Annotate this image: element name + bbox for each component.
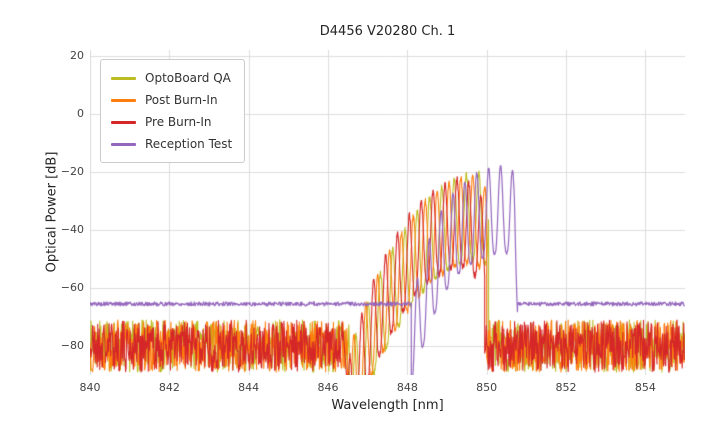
legend-label: Pre Burn-In (145, 115, 212, 129)
y-tick-label: 20 (70, 48, 84, 62)
y-tick-label: −40 (60, 222, 84, 236)
y-tick-label: −80 (60, 338, 84, 352)
x-tick-label: 842 (158, 381, 180, 394)
y-tick-label: −60 (60, 280, 84, 294)
legend-item: OptoBoard QA (111, 67, 232, 89)
legend-line-swatch (111, 120, 136, 124)
legend-label: OptoBoard QA (145, 71, 231, 85)
x-tick-label: 854 (634, 381, 656, 394)
legend-item: Pre Burn-In (111, 111, 232, 133)
x-axis-label: Wavelength [nm] (331, 398, 444, 413)
y-tick-label: −20 (60, 164, 84, 178)
x-tick-label: 846 (317, 381, 339, 394)
x-tick-label: 844 (238, 381, 260, 394)
x-tick-label: 848 (396, 381, 418, 394)
legend-line-swatch (111, 98, 136, 102)
chart-title: D4456 V20280 Ch. 1 (319, 24, 456, 39)
y-tick-label: 0 (77, 106, 84, 120)
legend-label: Reception Test (145, 137, 233, 151)
x-tick-label: 850 (476, 381, 498, 394)
legend-item: Reception Test (111, 133, 232, 155)
legend-item: Post Burn-In (111, 89, 232, 111)
legend-line-swatch (111, 142, 136, 146)
legend: OptoBoard QA Post Burn-In Pre Burn-In Recep… (100, 59, 246, 163)
legend-label: Post Burn-In (145, 93, 218, 107)
x-tick-label: 852 (555, 381, 577, 394)
x-tick-label: 840 (79, 381, 101, 394)
legend-line-swatch (111, 76, 136, 80)
